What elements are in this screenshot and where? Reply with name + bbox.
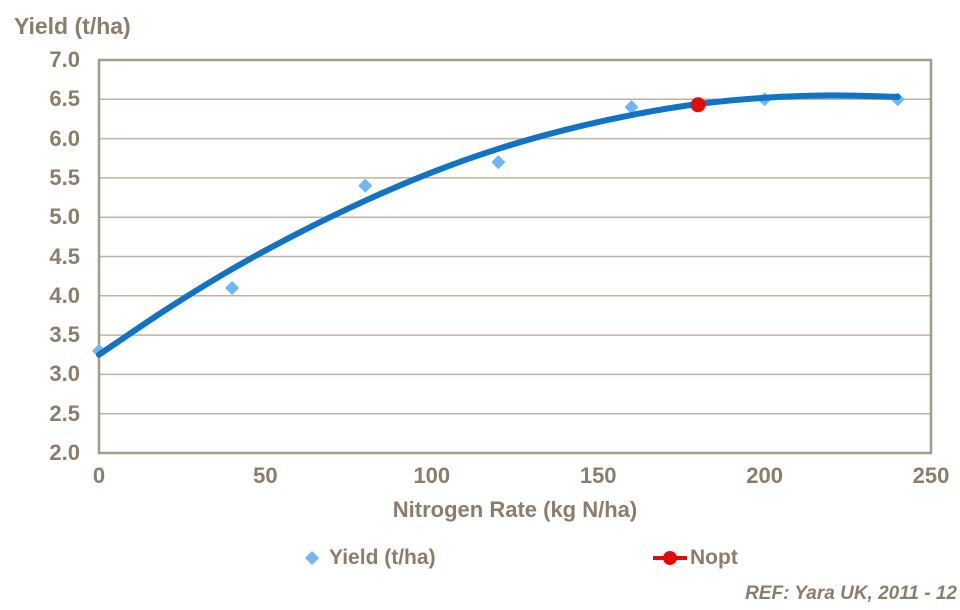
y-axis-tick-label: 4.0 — [49, 282, 80, 308]
ref-note: REF: Yara UK, 2011 - 12 — [745, 583, 957, 604]
x-axis-tick-label: 150 — [579, 463, 617, 488]
y-axis-tick-label: 5.5 — [49, 164, 80, 190]
chart-title: Yield (t/ha) — [14, 13, 131, 39]
x-axis-tick-label: 0 — [92, 463, 106, 488]
yield-data-point — [491, 155, 506, 170]
nopt-marker-icon — [653, 551, 687, 565]
yield-data-point — [624, 100, 639, 115]
y-axis-tick-label: 3.0 — [49, 361, 80, 387]
trendline-curve — [96, 92, 901, 358]
x-axis-tick-label: 250 — [912, 463, 950, 488]
y-axis-tick-label: 6.5 — [49, 86, 80, 112]
y-axis-tick-label: 2.0 — [49, 440, 80, 465]
diamond-marker-icon — [305, 551, 319, 565]
legend-item-nopt: Nopt — [652, 543, 738, 573]
legend-item-nopt-label: Nopt — [690, 546, 738, 569]
nopt-data-point — [690, 97, 706, 113]
legend-item-yield: Yield (t/ha) — [303, 543, 436, 573]
x-axis-tick-label: 50 — [253, 463, 278, 488]
plot-border — [97, 58, 933, 455]
y-axis-tick-label: 7.0 — [49, 47, 80, 72]
y-axis-tick-label: 5.0 — [49, 204, 80, 230]
legend: Yield (t/ha) Nopt — [0, 543, 960, 573]
x-axis-tick-label: 200 — [746, 463, 783, 488]
yield-data-point — [358, 178, 373, 193]
y-axis-tick-label: 2.5 — [49, 400, 80, 426]
x-axis-title: Nitrogen Rate (kg N/ha) — [392, 497, 638, 522]
yield-data-point — [225, 280, 240, 295]
y-axis-tick-label: 3.5 — [49, 322, 80, 348]
y-axis-tick-label: 6.0 — [49, 125, 80, 151]
legend-item-yield-label: Yield (t/ha) — [329, 546, 436, 569]
x-axis-tick-label: 100 — [413, 463, 451, 488]
y-axis-tick-label: 4.5 — [49, 243, 80, 269]
